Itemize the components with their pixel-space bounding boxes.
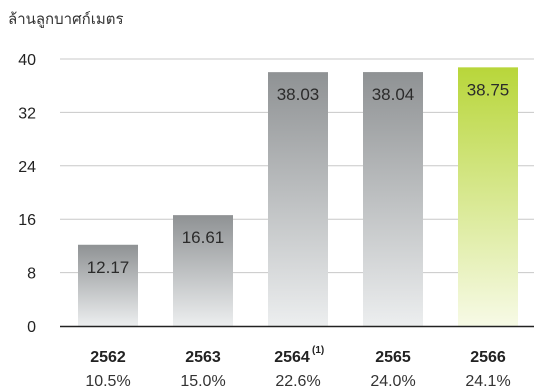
bar-value-label: 38.75 — [467, 80, 510, 99]
y-axis-ticks: 0 8 16 24 32 40 — [18, 52, 36, 336]
x-tick-label: 2566 — [470, 349, 506, 366]
y-tick-label: 24 — [18, 159, 36, 176]
category-labels: 2562 10.5% 2563 15.0% 2564 (1) 22.6% 2565 24.0% 2… — [85, 345, 510, 390]
bar — [363, 72, 423, 326]
bars: 12.17 16.61 38.03 38.04 38.75 — [78, 67, 518, 326]
x-tick-label: 2563 — [185, 349, 221, 366]
y-tick-label: 16 — [18, 212, 36, 229]
y-tick-label: 40 — [18, 52, 36, 69]
footnote-marker: (1) — [312, 345, 324, 356]
bar-value-label: 12.17 — [87, 258, 130, 277]
bar — [268, 72, 328, 326]
percent-label: 24.1% — [465, 373, 510, 390]
bar-value-label: 38.03 — [277, 85, 320, 104]
bar — [173, 215, 233, 326]
unit-label: ล้านลูกบาศก์เมตร — [8, 10, 124, 28]
bar-value-label: 16.61 — [182, 228, 225, 247]
bar — [458, 67, 518, 326]
y-tick-label: 32 — [18, 105, 36, 122]
bar-value-label: 38.04 — [372, 85, 415, 104]
y-tick-label: 8 — [27, 266, 36, 283]
percent-label: 15.0% — [180, 373, 225, 390]
percent-label: 10.5% — [85, 373, 130, 390]
y-tick-label: 0 — [27, 319, 36, 336]
x-tick-label: 2562 — [90, 349, 126, 366]
x-tick-label: 2565 — [375, 349, 411, 366]
bar — [78, 244, 138, 326]
x-tick-label: 2564 — [274, 349, 310, 366]
percent-label: 24.0% — [370, 373, 415, 390]
percent-label: 22.6% — [275, 373, 320, 390]
